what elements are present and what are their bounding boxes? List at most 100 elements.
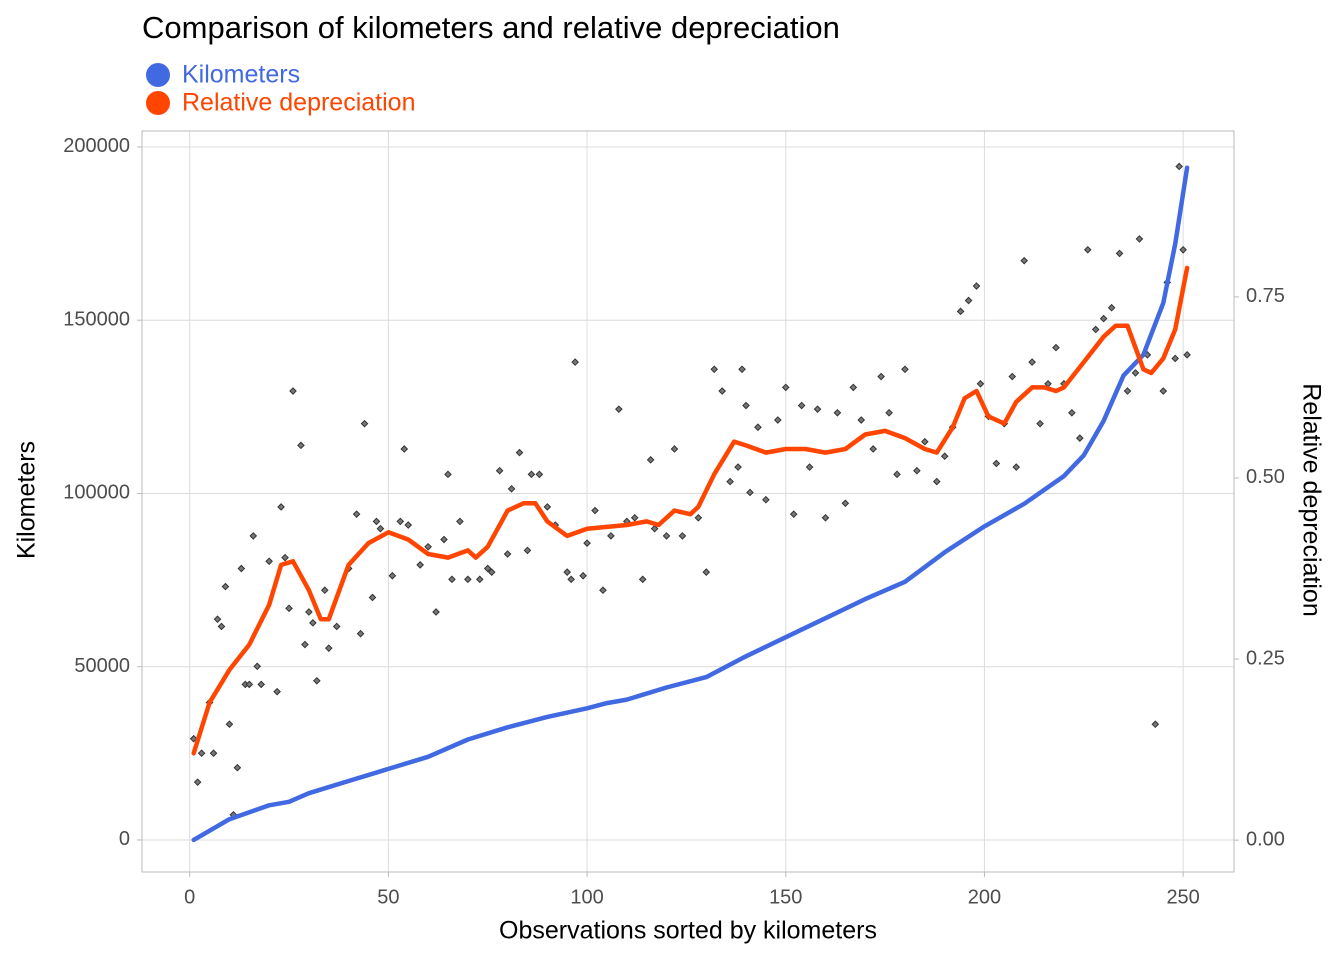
scatter-point (567, 575, 575, 584)
y-tick-label: 50000 (74, 655, 130, 677)
scatter-point (885, 408, 893, 417)
scatter-point (444, 470, 452, 479)
scatter-point (213, 615, 222, 624)
scatter-point (702, 568, 711, 576)
scatter-point (495, 466, 504, 475)
scatter-point (285, 604, 293, 613)
scatter-point (992, 459, 1001, 468)
scatter-point (571, 358, 579, 366)
scatter-point (313, 676, 321, 685)
scatter-point (507, 485, 516, 493)
scatter-point (368, 593, 377, 602)
scatter-point (249, 532, 258, 540)
scatter-point (503, 550, 512, 558)
scatter-point (1107, 303, 1116, 312)
scatter-point (372, 517, 381, 526)
scatter-point (1179, 245, 1187, 254)
panel-border (141, 130, 1235, 873)
scatter-point (1052, 343, 1060, 352)
scatter-point (1123, 387, 1132, 395)
scatter-point (742, 401, 750, 410)
scatter-point (320, 586, 329, 595)
scatter-point (456, 517, 464, 526)
scatter-point (964, 296, 973, 305)
scatter-point (515, 448, 524, 457)
scatter-point (670, 445, 679, 453)
scatter-point (599, 586, 607, 595)
scatter-point (221, 582, 230, 591)
scatter-point (297, 441, 305, 450)
scatter-point (718, 387, 726, 395)
scatter-point (523, 546, 532, 555)
scatter-point (841, 499, 850, 508)
y-axis-title: Kilometers (13, 441, 41, 559)
y2-tick-label: 0.25 (1246, 647, 1285, 669)
scatter-point (189, 734, 198, 743)
scatter-point (309, 619, 317, 627)
scatter-point (869, 445, 877, 453)
scatter-point (237, 564, 246, 573)
scatter-point (225, 720, 234, 729)
scatter-point (289, 387, 297, 395)
scatter-point (197, 749, 206, 758)
scatter-point (277, 503, 285, 511)
y2-tick-label: 0.00 (1246, 828, 1285, 850)
scatter-point (305, 608, 313, 616)
x-tick-label: 50 (377, 886, 399, 908)
scatter-point (1020, 256, 1029, 265)
scatter-point (579, 571, 587, 580)
x-tick-label: 250 (1166, 886, 1199, 908)
scatter-point (813, 405, 822, 413)
x-tick-label: 150 (769, 886, 802, 908)
legend-swatch (146, 91, 170, 115)
scatter-point (432, 608, 440, 616)
scatter-point (1151, 720, 1160, 729)
y-tick-label: 100000 (63, 482, 130, 504)
scatter-point (241, 680, 250, 689)
scatter-point (352, 510, 361, 518)
scatter-point (849, 383, 858, 392)
scatter-point (1159, 387, 1168, 395)
scatter-point (209, 749, 218, 758)
scatter-point (475, 575, 484, 584)
chart-title: Comparison of kilometers and relative de… (142, 10, 840, 45)
scatter-point (630, 513, 639, 522)
scatter-point (913, 466, 921, 475)
scatter-point (400, 445, 409, 453)
y2-tick-label: 0.50 (1246, 466, 1285, 488)
scatter-point (694, 513, 703, 522)
scatter-point (217, 622, 226, 631)
scatter-point (332, 622, 341, 631)
scatter-point (281, 553, 289, 562)
scatter-point (646, 456, 655, 464)
scatter-point (563, 568, 572, 576)
legend-swatch (146, 63, 170, 87)
scatter-point (754, 423, 762, 432)
scatter-point (448, 575, 456, 584)
scatter-point (607, 532, 615, 540)
scatter-point (857, 416, 866, 424)
scatter-point (360, 419, 369, 428)
scatter-point (527, 470, 536, 479)
scatter-point (487, 568, 496, 576)
y2-tick-label: 0.75 (1246, 285, 1285, 307)
scatter-point (265, 557, 273, 566)
scatter-point (543, 503, 552, 511)
scatter-point (356, 629, 365, 638)
legend-entry: Relative depreciation (182, 89, 415, 117)
scatter-point (893, 470, 901, 479)
y-tick-label: 0 (119, 828, 130, 850)
scatter-point (762, 495, 770, 504)
y2-axis-title: Relative depreciation (1297, 383, 1325, 616)
scatter-point (789, 510, 798, 518)
x-axis-title: Observations sorted by kilometers (499, 917, 877, 945)
scatter-point (921, 437, 929, 446)
scatter-point (726, 477, 734, 486)
scatter-point (833, 408, 842, 417)
x-tick-label: 200 (968, 886, 1001, 908)
scatter-point (976, 379, 985, 388)
scatter-point (245, 680, 254, 689)
scatter-point (805, 463, 814, 471)
scatter-point (1028, 358, 1036, 366)
